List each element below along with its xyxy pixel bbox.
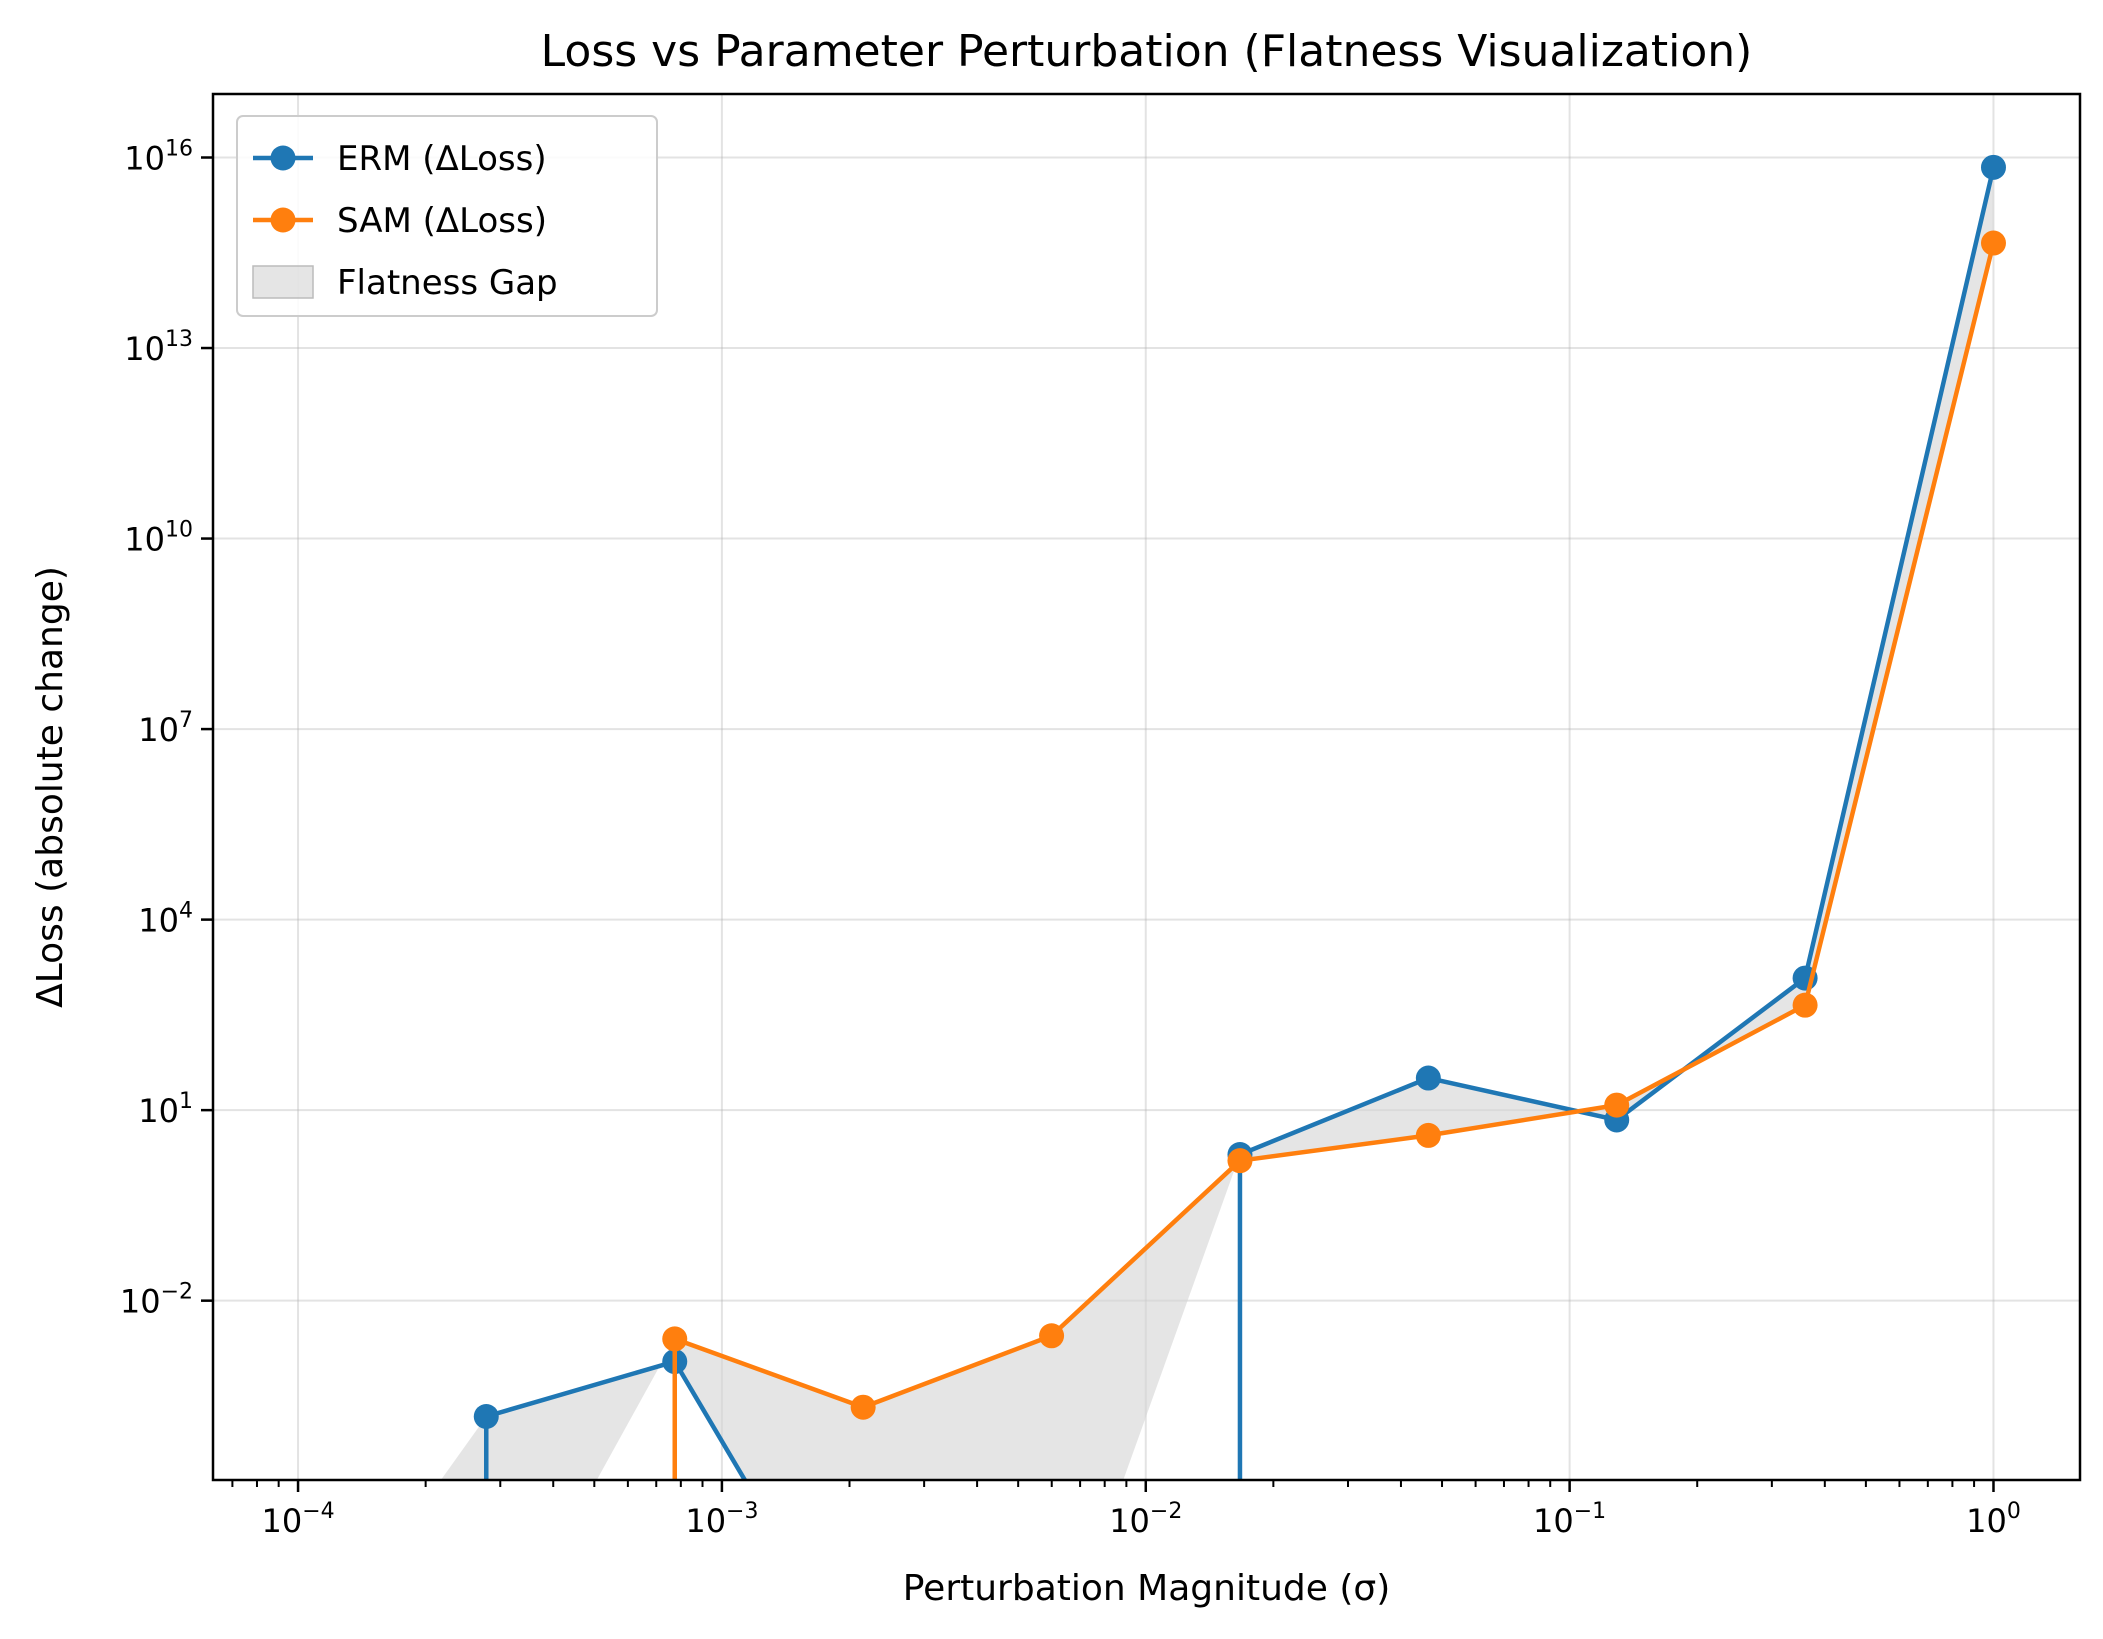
series-sam <box>662 230 2006 1480</box>
x-axis-label: Perturbation Magnitude (σ) <box>903 1568 1391 1609</box>
data-point <box>1604 1092 1630 1118</box>
legend-marker <box>270 145 296 171</box>
data-point <box>1415 1065 1441 1091</box>
y-tick-label: 1016 <box>124 137 193 178</box>
x-tick-label: 100 <box>1966 1499 2021 1540</box>
flatness-gap-area <box>440 167 1994 1480</box>
x-tick-label: 10−4 <box>261 1499 334 1540</box>
data-point <box>473 1403 499 1429</box>
x-tick-label: 10−1 <box>1533 1499 1606 1540</box>
legend-fill-swatch <box>252 265 314 299</box>
legend-label: ERM (ΔLoss) <box>337 139 547 179</box>
data-point <box>1980 154 2006 180</box>
legend-marker <box>270 207 296 233</box>
legend-label: Flatness Gap <box>337 263 558 303</box>
data-point <box>1227 1148 1253 1174</box>
legend-label: SAM (ΔLoss) <box>337 201 547 241</box>
data-point <box>1792 992 1818 1018</box>
legend: ERM (ΔLoss) SAM (ΔLoss) Flatness Gap <box>236 115 658 317</box>
y-tick-label: 101 <box>138 1089 193 1130</box>
x-axis-ticks: 10−4 10−3 10−2 10−1 100 <box>231 1480 2021 1540</box>
data-point <box>1039 1323 1065 1349</box>
y-tick-label: 10−2 <box>120 1280 193 1321</box>
y-tick-label: 1013 <box>124 327 193 368</box>
data-point <box>1415 1122 1441 1148</box>
y-tick-label: 104 <box>138 899 193 940</box>
x-tick-label: 10−2 <box>1109 1499 1182 1540</box>
data-point <box>1980 230 2006 256</box>
data-point <box>850 1394 876 1420</box>
data-point <box>662 1326 688 1352</box>
legend-box <box>236 115 658 317</box>
y-tick-label: 107 <box>138 708 193 749</box>
y-axis-ticks: 10−2 101 104 107 1010 1013 1016 <box>120 137 213 1321</box>
chart-title: Loss vs Parameter Perturbation (Flatness… <box>541 26 1753 77</box>
y-axis-label: ΔLoss (absolute change) <box>30 566 71 1008</box>
series-erm <box>473 154 2006 1480</box>
x-tick-label: 10−3 <box>685 1499 758 1540</box>
y-tick-label: 1010 <box>124 518 193 559</box>
